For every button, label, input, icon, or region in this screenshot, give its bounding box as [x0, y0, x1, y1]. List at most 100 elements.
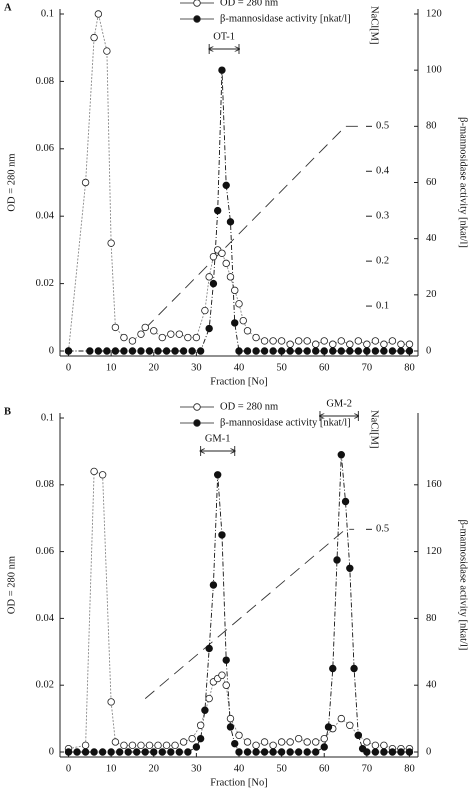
- activity-point: [277, 748, 286, 756]
- od-point: [294, 734, 303, 743]
- od-point: [346, 721, 354, 729]
- activity-point: [346, 564, 354, 572]
- activity-point: [226, 218, 235, 226]
- annotation: GM-1: [205, 433, 231, 444]
- od-point: [128, 337, 137, 345]
- legend-marker: [193, 15, 201, 23]
- activity-point: [235, 748, 243, 756]
- od-point: [303, 738, 311, 746]
- activity-point: [380, 748, 388, 756]
- legend-label: OD = 280 nm: [220, 0, 278, 8]
- activity-point: [397, 347, 405, 355]
- y3-tick-label: 0.2: [376, 256, 389, 267]
- od-point: [354, 337, 363, 345]
- series-line: [68, 470, 410, 750]
- activity-point: [324, 723, 333, 731]
- activity-point: [145, 347, 154, 355]
- panel: B 0 10 20 30 40 50 60 70 80 Fraction [No] 0 0.02 0.04…: [4, 398, 469, 788]
- y-tick-label: 0.04: [36, 613, 55, 624]
- od-point: [107, 239, 115, 247]
- activity-point: [141, 748, 149, 756]
- od-point: [303, 337, 311, 345]
- od-point: [371, 741, 380, 750]
- activity-point: [371, 748, 380, 756]
- x-axis-label: Fraction [No]: [210, 777, 267, 788]
- activity-point: [397, 748, 405, 756]
- activity-point: [213, 471, 222, 479]
- od-point: [380, 340, 388, 348]
- od-point: [312, 340, 320, 348]
- activity-point: [363, 748, 371, 756]
- od-point: [388, 337, 397, 345]
- x-tick-label: 30: [191, 362, 202, 373]
- od-point: [380, 741, 388, 750]
- od-point: [277, 337, 286, 345]
- od-point: [286, 738, 294, 746]
- activity-point: [137, 347, 145, 355]
- activity-point: [222, 181, 230, 190]
- od-point: [90, 33, 98, 42]
- od-point: [137, 741, 145, 750]
- od-point: [252, 333, 260, 342]
- legend-label: β-mannosidase activity [nkat/l]: [220, 417, 351, 428]
- y3-axis-label: NaCl[M]: [369, 410, 380, 449]
- activity-point: [90, 748, 98, 756]
- od-point: [320, 734, 328, 743]
- activity-point: [167, 748, 175, 756]
- od-point: [363, 340, 371, 348]
- activity-point: [312, 748, 320, 756]
- legend-label: β-mannosidase activity [nkat/l]: [220, 13, 351, 24]
- od-point: [371, 337, 380, 345]
- activity-point: [260, 748, 269, 756]
- activity-point: [346, 347, 354, 355]
- od-point: [269, 337, 277, 345]
- od-point: [239, 316, 247, 325]
- activity-point: [154, 347, 162, 355]
- activity-point: [333, 556, 341, 564]
- od-point: [397, 340, 405, 348]
- activity-point: [388, 748, 397, 756]
- od-point: [363, 738, 371, 746]
- activity-point: [371, 347, 380, 355]
- y-tick-label: 0.06: [36, 546, 54, 557]
- activity-point: [380, 347, 388, 355]
- od-point: [226, 273, 235, 281]
- x-tick-label: 60: [319, 763, 330, 774]
- activity-point: [252, 347, 260, 355]
- y-tick-label: 0.02: [36, 278, 54, 289]
- x-tick-label: 0: [66, 763, 71, 774]
- activity-point: [218, 66, 226, 74]
- od-point: [192, 333, 201, 342]
- y2-tick-label: 160: [426, 479, 442, 490]
- od-point: [277, 738, 286, 746]
- panel-label: B: [4, 406, 11, 417]
- activity-point: [354, 731, 363, 739]
- y2-tick-label: 0: [426, 746, 431, 757]
- activity-point: [86, 347, 94, 355]
- series-line: [68, 70, 410, 352]
- od-point: [337, 714, 345, 723]
- activity-point: [128, 347, 137, 355]
- activity-point: [184, 748, 192, 756]
- y2-axis-label: β-mannosidase activity [nkat/l]: [458, 520, 469, 651]
- activity-point: [231, 739, 239, 748]
- activity-point: [329, 664, 337, 673]
- y3-tick-label: 0.1: [376, 300, 389, 311]
- od-point: [179, 738, 188, 746]
- od-point: [329, 340, 337, 348]
- od-point: [222, 681, 230, 689]
- y3-tick-label: 0.3: [376, 211, 389, 222]
- activity-point: [320, 347, 328, 355]
- y-tick-label: 0.08: [36, 479, 54, 490]
- od-point: [120, 741, 128, 750]
- od-point: [171, 741, 179, 750]
- y2-tick-label: 60: [426, 177, 437, 188]
- y3-tick-label: 0.5: [376, 121, 389, 132]
- activity-point: [354, 347, 363, 355]
- activity-point: [192, 743, 201, 751]
- activity-point: [405, 748, 414, 756]
- legend-marker: [193, 419, 201, 427]
- od-point: [98, 471, 107, 479]
- activity-point: [388, 347, 397, 355]
